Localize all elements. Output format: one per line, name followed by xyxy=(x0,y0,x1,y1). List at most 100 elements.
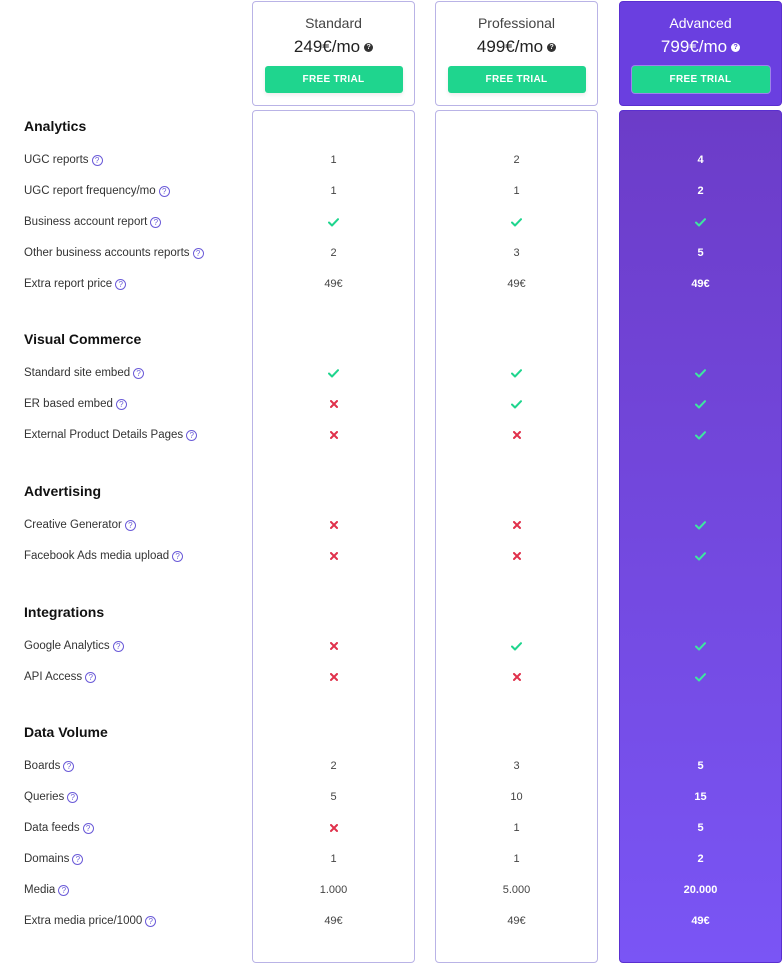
feature-value: 2 xyxy=(513,154,520,166)
help-icon[interactable]: ? xyxy=(145,915,157,927)
feature-value: 1 xyxy=(330,853,337,865)
check-icon xyxy=(619,214,782,230)
plan-header-professional: Professional 499€/mo ? FREE TRIAL xyxy=(435,1,598,106)
plan-name: Advanced xyxy=(669,15,732,31)
question-mark-icon[interactable]: ? xyxy=(547,42,557,52)
section-title: Analytics xyxy=(24,118,87,134)
help-icon[interactable]: ? xyxy=(63,760,75,772)
feature-label: Creative Generator? xyxy=(24,517,136,533)
plan-column-professional xyxy=(435,110,598,963)
price-text: 249€/mo xyxy=(293,37,361,56)
cross-icon xyxy=(435,548,598,564)
feature-value: 1 xyxy=(513,185,520,197)
cross-icon xyxy=(252,820,415,836)
help-icon[interactable]: ? xyxy=(67,791,79,803)
cross-icon xyxy=(435,427,598,443)
feature-value: 1 xyxy=(513,853,520,865)
cross-icon xyxy=(252,548,415,564)
plan-name: Standard xyxy=(305,15,362,31)
feature-label-text: Extra report price xyxy=(24,278,113,290)
cross-icon xyxy=(252,669,415,685)
feature-label: External Product Details Pages? xyxy=(24,427,198,443)
help-icon[interactable]: ? xyxy=(82,822,94,834)
feature-label: Extra report price? xyxy=(24,276,127,292)
cross-icon xyxy=(252,517,415,533)
feature-label: Other business accounts reports? xyxy=(24,245,204,261)
check-icon xyxy=(435,396,598,412)
plan-header-standard: Standard 249€/mo ? FREE TRIAL xyxy=(252,1,415,106)
feature-value: 1.000 xyxy=(319,884,348,896)
feature-value: 2 xyxy=(330,760,337,772)
feature-label: Media? xyxy=(24,882,70,898)
cross-icon xyxy=(435,517,598,533)
feature-label-text: Other business accounts reports xyxy=(24,247,190,259)
feature-label-text: Business account report xyxy=(24,216,148,228)
feature-value: 5 xyxy=(697,760,704,772)
feature-value: 2 xyxy=(697,185,704,197)
feature-label: Business account report? xyxy=(24,214,162,230)
feature-value: 49€ xyxy=(507,278,526,290)
feature-label: Boards? xyxy=(24,758,75,774)
feature-value: 49€ xyxy=(324,278,343,290)
plan-price: 249€/mo ? xyxy=(253,37,414,57)
feature-label-text: Extra media price/1000 xyxy=(24,915,143,927)
plan-name: Professional xyxy=(477,15,556,31)
check-icon xyxy=(435,365,598,381)
feature-value: 5.000 xyxy=(502,884,531,896)
cross-icon xyxy=(252,638,415,654)
feature-value: 5 xyxy=(330,791,337,803)
feature-label-text: Standard site embed xyxy=(24,367,131,379)
feature-label: Queries? xyxy=(24,789,79,805)
question-mark-icon[interactable]: ? xyxy=(364,42,374,52)
feature-value: 15 xyxy=(694,791,707,803)
check-icon xyxy=(435,638,598,654)
help-icon[interactable]: ? xyxy=(133,367,145,379)
plan-column-advanced xyxy=(619,110,782,963)
help-icon[interactable]: ? xyxy=(112,640,124,652)
feature-label-text: ER based embed xyxy=(24,398,113,410)
feature-label: Google Analytics? xyxy=(24,638,124,654)
check-icon xyxy=(619,517,782,533)
feature-label: UGC report frequency/mo? xyxy=(24,183,170,199)
price-text: 499€/mo xyxy=(476,37,544,56)
feature-label: Facebook Ads media upload? xyxy=(24,548,184,564)
help-icon[interactable]: ? xyxy=(124,519,136,531)
feature-label: ER based embed? xyxy=(24,396,127,412)
help-icon[interactable]: ? xyxy=(72,853,84,865)
help-icon[interactable]: ? xyxy=(172,550,184,562)
check-icon xyxy=(619,548,782,564)
question-mark-icon[interactable]: ? xyxy=(731,42,741,52)
feature-value: 20.000 xyxy=(683,884,718,896)
help-icon[interactable]: ? xyxy=(91,154,103,166)
help-icon[interactable]: ? xyxy=(186,429,198,441)
free-trial-button-advanced[interactable]: FREE TRIAL xyxy=(631,66,770,93)
feature-label: API Access? xyxy=(24,669,97,685)
check-icon xyxy=(619,669,782,685)
free-trial-button-professional[interactable]: FREE TRIAL xyxy=(447,66,586,93)
free-trial-button-standard[interactable]: FREE TRIAL xyxy=(264,66,403,93)
feature-value: 1 xyxy=(330,185,337,197)
feature-label-text: Google Analytics xyxy=(24,640,110,652)
feature-value: 5 xyxy=(697,822,704,834)
check-icon xyxy=(619,638,782,654)
feature-value: 49€ xyxy=(691,278,710,290)
feature-label: Standard site embed? xyxy=(24,365,145,381)
help-icon[interactable]: ? xyxy=(158,185,170,197)
help-icon[interactable]: ? xyxy=(115,398,127,410)
help-icon[interactable]: ? xyxy=(115,278,127,290)
feature-label-text: Creative Generator xyxy=(24,519,122,531)
feature-label: Data feeds? xyxy=(24,820,94,836)
section-title: Data Volume xyxy=(24,724,108,740)
feature-label-text: Queries xyxy=(24,791,65,803)
check-icon xyxy=(252,214,415,230)
help-icon[interactable]: ? xyxy=(85,671,97,683)
help-icon[interactable]: ? xyxy=(150,216,162,228)
feature-label-text: UGC report frequency/mo xyxy=(24,185,156,197)
help-icon[interactable]: ? xyxy=(58,884,70,896)
plan-column-standard xyxy=(252,110,415,963)
feature-label: Extra media price/1000? xyxy=(24,913,157,929)
help-icon[interactable]: ? xyxy=(192,247,204,259)
check-icon xyxy=(252,365,415,381)
feature-value: 1 xyxy=(513,822,520,834)
feature-label-text: Boards xyxy=(24,760,61,772)
